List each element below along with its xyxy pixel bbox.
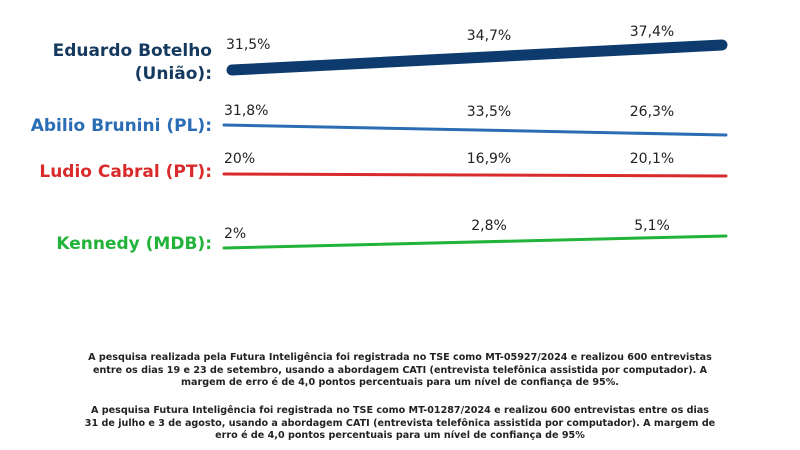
methodology-note-2: A pesquisa Futura Inteligência foi regis… <box>20 405 780 443</box>
data-label: 2% <box>224 226 247 242</box>
line-chart: Eduardo Botelho (União): Abilio Brunini … <box>30 24 728 254</box>
data-label: 33,5% <box>466 104 512 120</box>
note-line: margem de erro é de 4,0 pontos percentua… <box>181 377 619 388</box>
data-label: 34,7% <box>466 28 512 44</box>
note-line: 31 de julho e 3 de agosto, usando a abor… <box>84 417 716 429</box>
legend-label-line1: Eduardo Botelho <box>52 41 212 61</box>
data-label: 2,8% <box>471 218 507 234</box>
series-line-abilio-brunini <box>222 123 728 137</box>
legend-label-eduardo-botelho: Eduardo Botelho (União): <box>53 40 212 86</box>
data-label: 37,4% <box>629 24 675 40</box>
methodology-note-1: A pesquisa realizada pela Futura Intelig… <box>20 352 780 390</box>
data-label: 31,5% <box>226 37 271 53</box>
data-label: 20% <box>224 151 256 167</box>
legend-label-kennedy: Kennedy (MDB): <box>56 234 212 254</box>
note-line: A pesquisa Futura Inteligência foi regis… <box>90 405 709 416</box>
data-label: 16,9% <box>466 151 512 167</box>
legend-label-ludio-cabral: Ludio Cabral (PT): <box>39 162 212 182</box>
legend-label-line2: (União): <box>134 64 212 84</box>
note-line: entre os dias 19 e 23 de setembro, usand… <box>92 364 708 376</box>
data-label: 5,1% <box>634 218 670 234</box>
series-line-kennedy <box>222 234 728 250</box>
note-line: erro é de 4,0 pontos percentuais para um… <box>215 430 585 441</box>
data-label: 20,1% <box>629 151 675 167</box>
series-line-ludio-cabral <box>222 172 728 178</box>
legend-label-abilio-brunini: Abilio Brunini (PL): <box>30 116 212 136</box>
chart-lines <box>222 39 728 250</box>
series-line-eduardo-botelho <box>226 39 728 76</box>
data-label: 31,8% <box>224 103 269 119</box>
data-label: 26,3% <box>629 104 675 120</box>
note-line: A pesquisa realizada pela Futura Intelig… <box>88 352 712 363</box>
